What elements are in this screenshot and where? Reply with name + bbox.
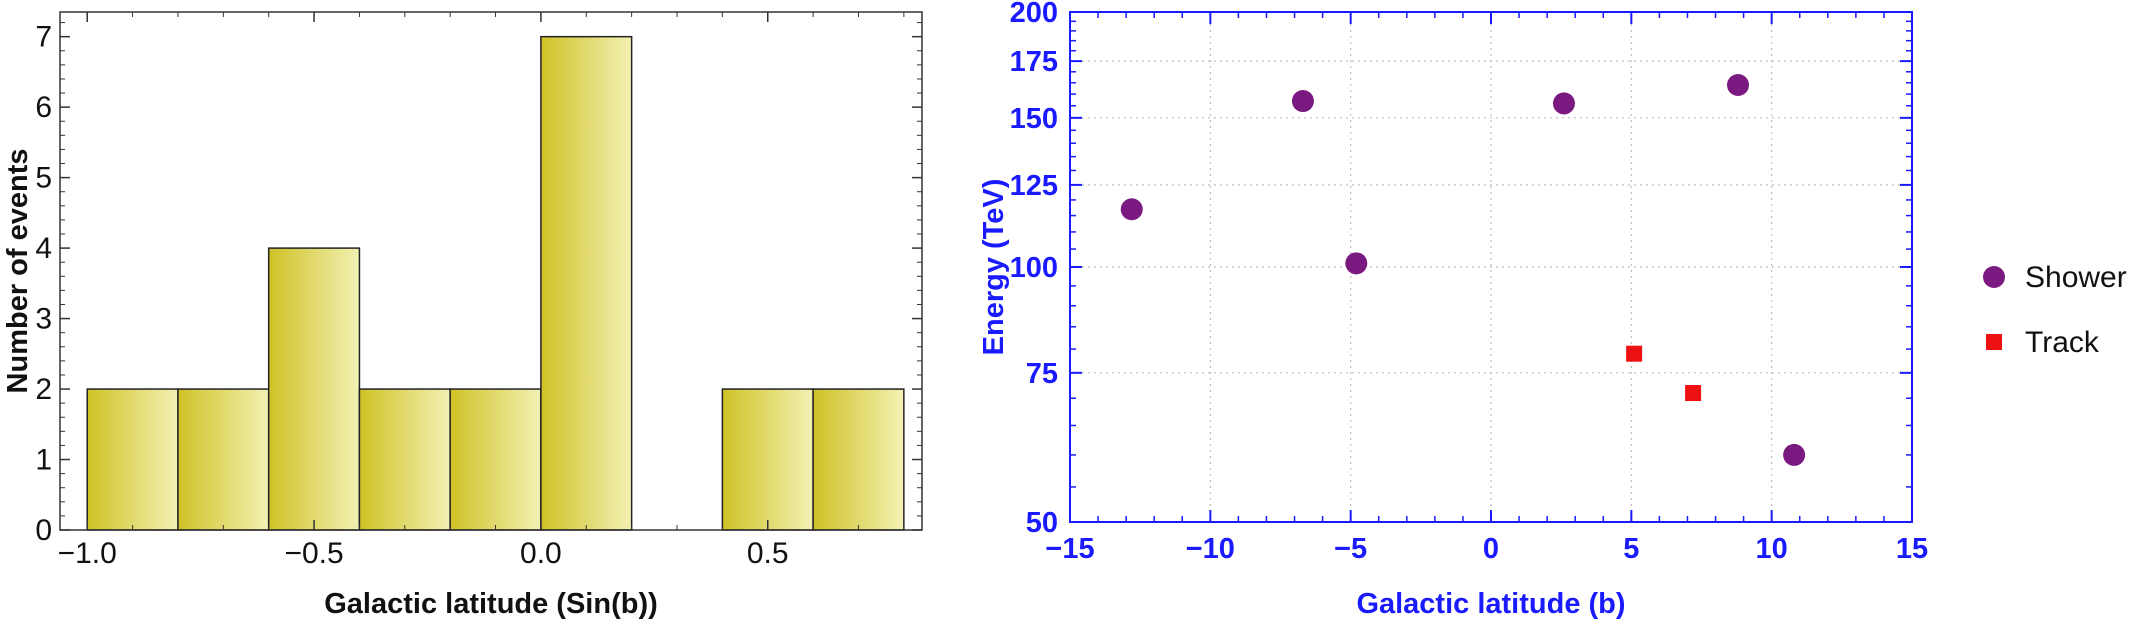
histogram-y-axis-label: Number of events <box>2 149 34 394</box>
scatter-x-axis-label: Galactic latitude (b) <box>1356 588 1625 620</box>
scatter-y-tick-label: 50 <box>1026 507 1058 539</box>
histogram-bar <box>540 35 633 531</box>
histogram-bar <box>449 388 542 531</box>
legend-item-track: Track <box>1986 326 2100 359</box>
histogram-bar <box>177 388 270 531</box>
histogram-y-tick-label: 2 <box>35 373 52 406</box>
scatter-y-tick-label: 100 <box>1010 252 1058 284</box>
legend-item-shower: Shower <box>1983 261 2127 294</box>
scatter-x-tick-label: −10 <box>1186 533 1235 565</box>
histogram-bar <box>358 388 451 531</box>
histogram-y-tick-label: 4 <box>35 232 52 265</box>
scatter-y-tick-label: 200 <box>1010 0 1058 29</box>
scatter-x-tick-label: 0 <box>1483 533 1499 565</box>
histogram-y-tick-label: 3 <box>35 303 52 336</box>
legend-label-shower: Shower <box>2025 261 2127 294</box>
scatter-y-tick-label: 75 <box>1026 358 1058 390</box>
histogram-bars <box>86 35 905 531</box>
histogram-bar <box>721 388 814 531</box>
scatter-y-axis-label: Energy (TeV) <box>978 179 1010 356</box>
histogram-x-tick-label: 0.5 <box>747 537 789 570</box>
scatter-point-track <box>1685 384 1702 401</box>
scatter-point-shower <box>1726 74 1749 97</box>
scatter-point-shower <box>1120 198 1143 221</box>
histogram-x-tick-label: −0.5 <box>284 537 343 570</box>
scatter-x-tick-label: −5 <box>1334 533 1367 565</box>
histogram-x-tick-label: −1.0 <box>58 537 117 570</box>
legend: Shower Track <box>1983 261 2127 359</box>
histogram-x-axis-label: Galactic latitude (Sin(b)) <box>324 588 658 620</box>
scatter-y-tick-label: 175 <box>1010 46 1058 78</box>
histogram-bar <box>812 388 905 531</box>
scatter-x-tick-label: 15 <box>1896 533 1928 565</box>
histogram-bar <box>86 388 179 531</box>
scatter-x-tick-label: 10 <box>1756 533 1788 565</box>
scatter-point-track <box>1626 345 1643 362</box>
histogram-y-tick-label: 0 <box>35 514 52 547</box>
histogram-ticks: −1.0 −0.5 0.0 0.5 0 1 2 3 4 5 6 7 <box>35 12 922 570</box>
scatter-ticks: −15 −10 −5 0 5 10 15 50 75 100 125 150 175 200 <box>1010 0 1929 565</box>
scatter-panel: −15 −10 −5 0 5 10 15 50 75 100 125 150 175 200 Galact… <box>978 0 1928 620</box>
scatter-point-shower <box>1291 90 1314 113</box>
scatter-point-shower <box>1345 252 1368 275</box>
legend-marker-track <box>1986 334 2002 350</box>
histogram-frame <box>59 11 923 531</box>
legend-label-track: Track <box>2025 326 2100 359</box>
scatter-grid <box>1069 11 1913 523</box>
histogram-y-tick-label: 6 <box>35 91 52 124</box>
histogram-y-tick-label: 1 <box>35 444 52 477</box>
legend-marker-shower <box>1983 266 2005 288</box>
histogram-y-tick-label: 7 <box>35 21 52 54</box>
histogram-panel: −1.0 −0.5 0.0 0.5 0 1 2 3 4 5 6 7 Galactic latitude… <box>2 11 923 620</box>
scatter-y-tick-label: 125 <box>1010 170 1058 202</box>
scatter-point-shower <box>1552 92 1575 115</box>
scatter-y-tick-label: 150 <box>1010 103 1058 135</box>
scatter-x-tick-label: −15 <box>1045 533 1094 565</box>
histogram-x-tick-label: 0.0 <box>520 537 562 570</box>
scatter-x-tick-label: 5 <box>1623 533 1639 565</box>
scatter-point-shower <box>1783 443 1806 466</box>
histogram-bar <box>267 247 361 531</box>
scatter-points <box>1120 74 1806 466</box>
histogram-y-tick-label: 5 <box>35 162 52 195</box>
